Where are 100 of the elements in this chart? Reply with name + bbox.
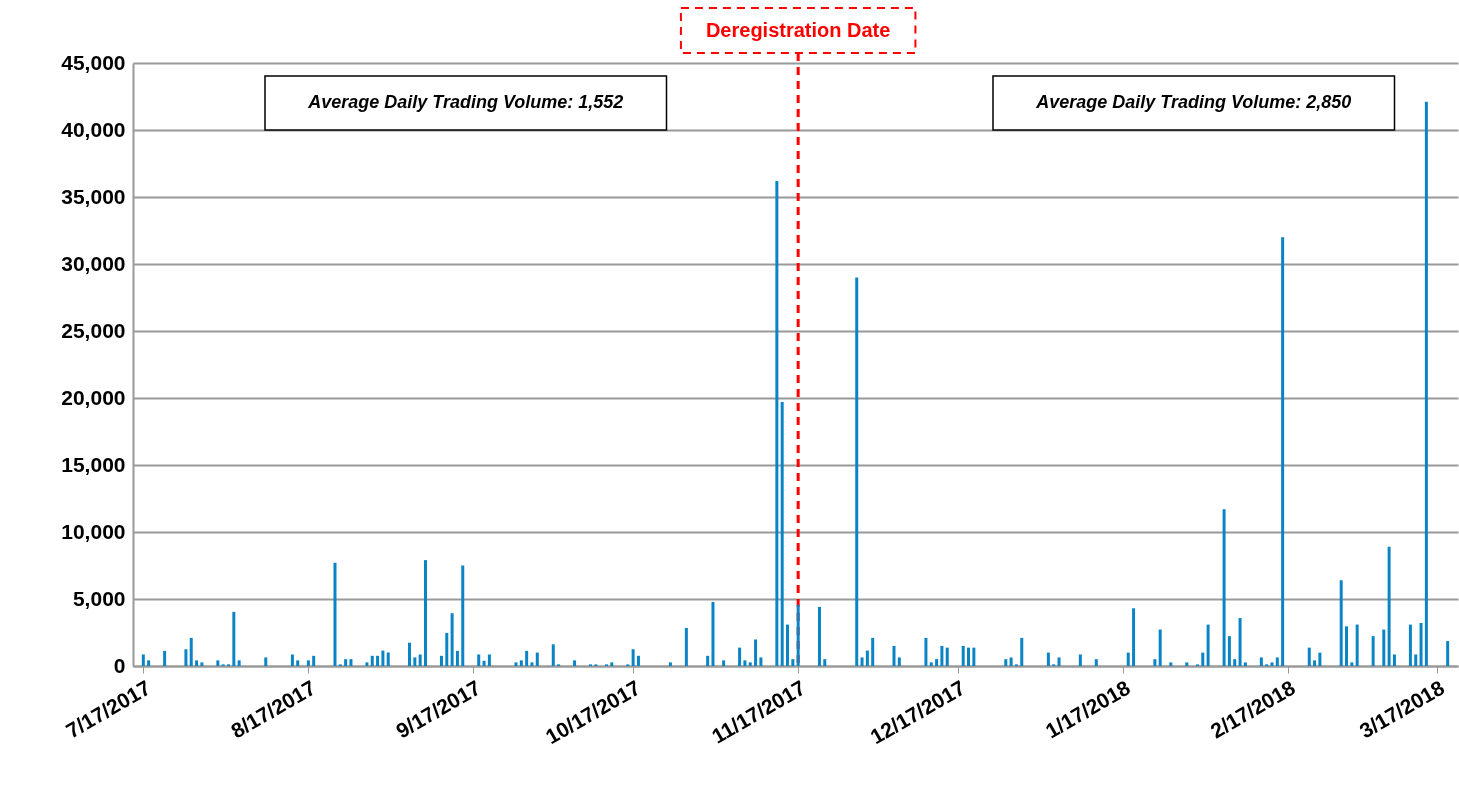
bar — [748, 662, 752, 666]
bar — [796, 604, 800, 666]
bar — [759, 657, 763, 666]
y-tick-label: 5,000 — [72, 586, 126, 610]
bar — [535, 652, 539, 666]
bar — [1004, 659, 1008, 666]
bar — [780, 402, 784, 666]
bar — [897, 657, 901, 666]
bar — [722, 660, 726, 666]
bar — [1233, 659, 1237, 666]
bar — [743, 660, 747, 666]
bar — [216, 660, 220, 666]
bar — [1046, 652, 1050, 666]
bar — [775, 180, 779, 666]
bar — [1020, 637, 1024, 666]
bar — [1201, 652, 1205, 666]
bar — [631, 649, 635, 666]
bar — [147, 660, 151, 666]
bar — [754, 639, 758, 666]
bar — [1387, 546, 1391, 666]
bar — [519, 660, 523, 666]
bar — [706, 655, 710, 666]
y-tick-label: 0 — [113, 653, 126, 677]
bar — [386, 652, 390, 666]
bar — [823, 659, 827, 666]
bar — [924, 637, 928, 666]
bar — [791, 659, 795, 666]
bar — [1281, 237, 1285, 666]
bar — [967, 647, 971, 666]
bar — [1259, 657, 1263, 666]
bar — [376, 655, 380, 666]
bar — [551, 644, 555, 666]
bar — [413, 657, 417, 666]
bar — [418, 654, 422, 666]
bar — [455, 650, 459, 666]
bar — [1094, 659, 1098, 666]
bar — [865, 650, 869, 666]
bar — [200, 662, 204, 666]
bar — [1414, 654, 1418, 666]
bar — [477, 654, 481, 666]
y-tick-label: 35,000 — [61, 184, 126, 208]
bar — [860, 657, 864, 666]
bar — [573, 660, 577, 666]
bar — [381, 650, 385, 666]
annotation: Average Daily Trading Volume: 2,850 — [1035, 92, 1352, 112]
bar — [370, 655, 374, 666]
bar — [1227, 636, 1231, 666]
bar — [1408, 624, 1412, 666]
bar — [306, 660, 310, 666]
bar — [1446, 641, 1450, 666]
bar — [610, 662, 614, 666]
bar — [423, 560, 427, 666]
y-tick-label: 30,000 — [61, 251, 126, 275]
bar — [786, 624, 790, 666]
bar — [636, 655, 640, 666]
bar — [365, 662, 369, 666]
bar — [1238, 618, 1242, 666]
bar — [525, 650, 529, 666]
bar — [738, 647, 742, 666]
bar — [1009, 657, 1013, 666]
bar — [1313, 660, 1317, 666]
bar — [1270, 662, 1274, 666]
bar — [684, 627, 688, 666]
bar — [940, 645, 944, 666]
bar — [232, 611, 236, 666]
bar — [141, 654, 145, 666]
bar — [929, 662, 933, 666]
bar — [1222, 509, 1226, 666]
bar — [1275, 657, 1279, 666]
bar — [1350, 662, 1354, 666]
bar — [1382, 629, 1386, 666]
bar — [344, 659, 348, 666]
bar — [855, 277, 859, 666]
y-tick-label: 20,000 — [61, 385, 126, 409]
bar — [1424, 101, 1428, 666]
bar — [487, 654, 491, 666]
y-tick-label: 25,000 — [61, 318, 126, 342]
bar — [1371, 636, 1375, 666]
bar — [892, 645, 896, 666]
bar — [871, 637, 875, 666]
bar — [935, 659, 939, 666]
bar — [445, 632, 449, 666]
ref-line-label: Deregistration Date — [705, 19, 891, 41]
bar — [312, 655, 316, 666]
bar — [439, 655, 443, 666]
bar — [1132, 608, 1136, 666]
bar — [530, 662, 534, 666]
bar — [461, 565, 465, 666]
bar — [1355, 624, 1359, 666]
bar — [1185, 662, 1189, 666]
bar — [290, 654, 294, 666]
bar — [408, 642, 412, 666]
bar — [163, 650, 167, 666]
bar — [961, 645, 965, 666]
bar — [237, 660, 241, 666]
bar — [1419, 622, 1423, 666]
bar — [817, 606, 821, 666]
bar — [1392, 654, 1396, 666]
bar — [450, 613, 454, 666]
annotation: Average Daily Trading Volume: 1,552 — [307, 92, 624, 112]
